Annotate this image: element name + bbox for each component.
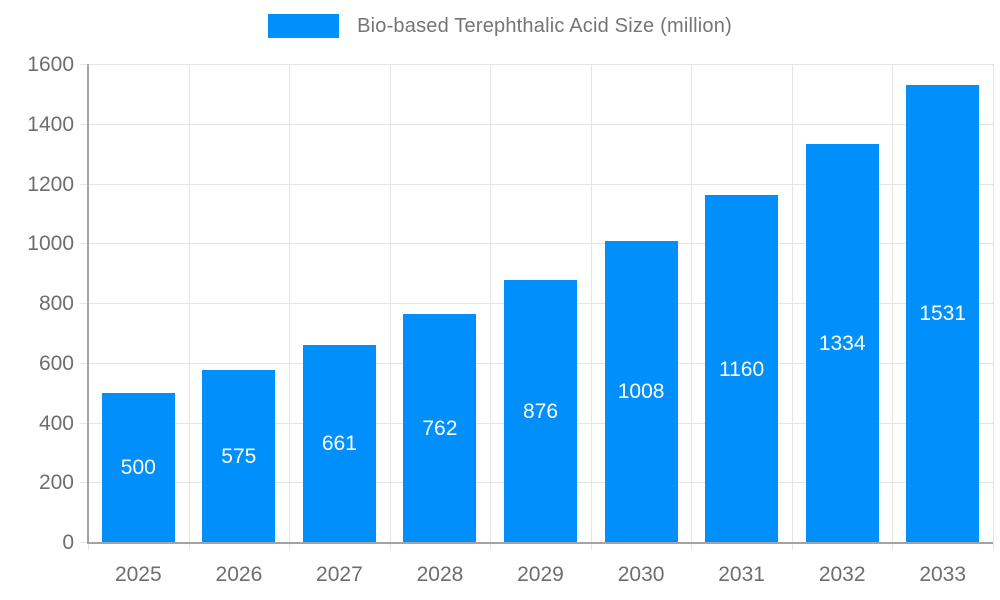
- x-axis-tick: [390, 542, 391, 550]
- y-tick-label: 1600: [27, 53, 74, 76]
- gridline-vertical: [189, 64, 190, 542]
- x-axis-line: [87, 542, 993, 544]
- x-tick-label: 2032: [818, 563, 866, 586]
- gridline-vertical: [591, 64, 592, 542]
- gridline-horizontal: [88, 243, 993, 244]
- y-tick-label: 400: [38, 412, 74, 435]
- bar-value-label: 500: [120, 456, 156, 480]
- y-tick-label: 200: [38, 471, 74, 494]
- y-tick-label: 1400: [27, 113, 74, 136]
- bar[interactable]: [202, 370, 276, 542]
- x-axis-tick: [88, 542, 89, 550]
- gridline-vertical: [792, 64, 793, 542]
- x-axis-tick: [892, 542, 893, 550]
- bar-value-label: 661: [321, 432, 357, 456]
- y-axis-line: [87, 64, 89, 542]
- bar[interactable]: [906, 84, 980, 542]
- legend-label: Bio-based Terephthalic Acid Size (millio…: [357, 14, 732, 37]
- gridline-horizontal: [88, 124, 993, 125]
- x-axis-tick: [591, 542, 592, 550]
- bar[interactable]: [705, 195, 779, 542]
- gridline-horizontal: [88, 184, 993, 185]
- y-axis-tick: [80, 363, 88, 364]
- gridline-vertical: [993, 64, 994, 542]
- gridline-vertical: [289, 64, 290, 542]
- bar-value-label: 575: [221, 445, 257, 469]
- bar-value-label: 1334: [818, 331, 866, 355]
- y-axis-tick: [80, 482, 88, 483]
- bar-value-label: 1531: [919, 302, 967, 326]
- x-tick-label: 2027: [316, 563, 363, 586]
- x-tick-label: 2033: [919, 563, 967, 586]
- y-axis-tick: [80, 423, 88, 424]
- y-tick-label: 800: [38, 292, 74, 315]
- x-axis-tick: [490, 542, 491, 550]
- legend-item[interactable]: Bio-based Terephthalic Acid Size (millio…: [268, 14, 732, 38]
- x-tick-label: 2029: [517, 563, 564, 586]
- x-axis-tick: [691, 542, 692, 550]
- y-axis-tick: [80, 303, 88, 304]
- bar[interactable]: [504, 280, 577, 542]
- bar-value-label: 876: [522, 400, 559, 424]
- bar-value-label: 1160: [719, 357, 765, 381]
- x-tick-label: 2026: [215, 563, 263, 586]
- x-axis-tick: [792, 542, 793, 550]
- gridline-vertical: [892, 64, 893, 542]
- x-tick-label: 2031: [718, 563, 765, 586]
- y-axis-tick: [80, 542, 88, 543]
- x-tick-label: 2030: [617, 563, 665, 586]
- legend: Bio-based Terephthalic Acid Size (millio…: [0, 14, 1000, 38]
- y-axis-tick: [80, 243, 88, 244]
- gridline-vertical: [390, 64, 391, 542]
- bar[interactable]: [805, 143, 879, 542]
- bar[interactable]: [604, 240, 678, 542]
- x-axis-tick: [189, 542, 190, 550]
- x-tick-label: 2025: [114, 563, 162, 586]
- bar[interactable]: [403, 314, 477, 542]
- y-axis-tick: [80, 184, 88, 185]
- x-tick-label: 2028: [416, 563, 464, 586]
- y-tick-label: 600: [38, 352, 74, 375]
- y-axis-tick: [80, 124, 88, 125]
- bar[interactable]: [302, 344, 376, 542]
- x-axis-tick: [993, 542, 994, 550]
- legend-swatch-icon: [268, 14, 340, 38]
- bar-value-label: 1008: [617, 380, 665, 404]
- gridline-vertical: [691, 64, 692, 542]
- gridline-vertical: [490, 64, 491, 542]
- x-axis-tick: [289, 542, 290, 550]
- gridline-horizontal: [88, 64, 993, 65]
- y-axis-tick: [80, 64, 88, 65]
- y-tick-label: 0: [62, 531, 74, 554]
- y-tick-label: 1200: [27, 173, 74, 196]
- bar[interactable]: [101, 392, 175, 542]
- bar-value-label: 762: [422, 417, 458, 441]
- y-tick-label: 1000: [27, 232, 74, 255]
